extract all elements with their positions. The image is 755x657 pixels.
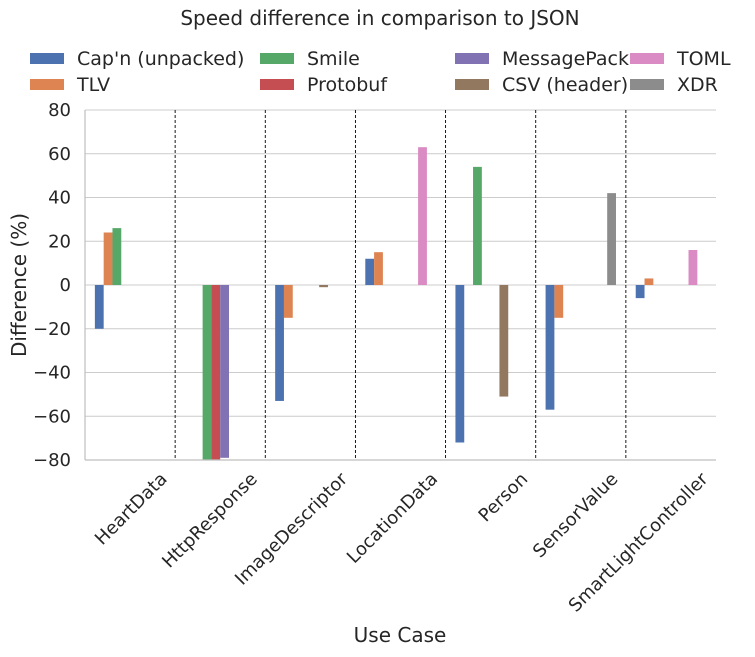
bar — [103, 232, 113, 285]
y-tick-labels: 80 60 40 20 0 −20 −40 −60 −80 — [33, 100, 71, 471]
bar — [635, 285, 645, 299]
legend-label: XDR — [677, 74, 718, 96]
x-axis-label: Use Case — [354, 623, 447, 647]
x-tick-label: HeartData — [91, 469, 172, 550]
y-axis-label: Difference (%) — [7, 213, 31, 357]
y-tick-label: −40 — [33, 363, 71, 384]
chart-title: Speed difference in comparison to JSON — [180, 6, 579, 30]
legend-swatch — [630, 79, 664, 90]
legend: Cap'n (unpacked) TLV Smile Protobuf MessageP… — [30, 48, 731, 96]
bar — [283, 285, 293, 318]
x-tick-label: SensorValue — [529, 469, 622, 562]
bar — [499, 285, 509, 397]
y-tick-label: 60 — [48, 144, 71, 165]
y-tick-label: 20 — [48, 231, 71, 252]
legend-swatch — [455, 53, 489, 64]
bar — [418, 147, 427, 285]
legend-swatch — [260, 53, 294, 64]
legend-label: CSV (header) — [502, 74, 628, 96]
bar — [94, 285, 104, 329]
x-tick-labels: HeartDataHttpResponseImageDescriptorLoca… — [91, 468, 713, 616]
legend-swatch — [455, 79, 489, 90]
bars — [94, 147, 698, 460]
category-separators — [174, 110, 627, 460]
bar — [202, 285, 212, 460]
legend-label: Smile — [307, 48, 360, 70]
x-tick-label: Person — [475, 469, 533, 527]
y-tick-label: 0 — [60, 275, 71, 296]
legend-label: Cap'n (unpacked) — [77, 48, 244, 70]
legend-label: TOML — [676, 48, 731, 70]
axes — [84, 110, 716, 461]
bar — [473, 166, 482, 285]
y-tick-label: 40 — [48, 188, 71, 209]
bar — [112, 228, 122, 285]
bar — [554, 285, 564, 318]
legend-label: MessagePack — [502, 48, 629, 70]
bar — [365, 258, 375, 285]
bar — [644, 278, 654, 285]
bar — [275, 285, 284, 401]
y-tick-label: −80 — [33, 450, 71, 471]
bar — [545, 285, 555, 410]
bar — [607, 193, 616, 285]
bar — [220, 285, 230, 458]
y-tick-label: 80 — [48, 100, 71, 121]
bar — [211, 285, 221, 460]
y-tick-label: −60 — [33, 406, 71, 427]
bar — [688, 250, 698, 285]
legend-swatch — [30, 79, 64, 90]
bar — [455, 285, 465, 443]
legend-label: Protobuf — [307, 74, 388, 96]
legend-label: TLV — [76, 74, 110, 96]
bar — [374, 252, 383, 285]
x-tick-label: HttpResponse — [158, 469, 262, 573]
x-tick-label: LocationData — [343, 469, 442, 568]
grid — [85, 109, 716, 461]
legend-swatch — [30, 53, 64, 64]
legend-swatch — [260, 79, 294, 90]
legend-swatch — [630, 53, 664, 64]
y-tick-label: −20 — [33, 319, 71, 340]
bar — [319, 285, 328, 288]
